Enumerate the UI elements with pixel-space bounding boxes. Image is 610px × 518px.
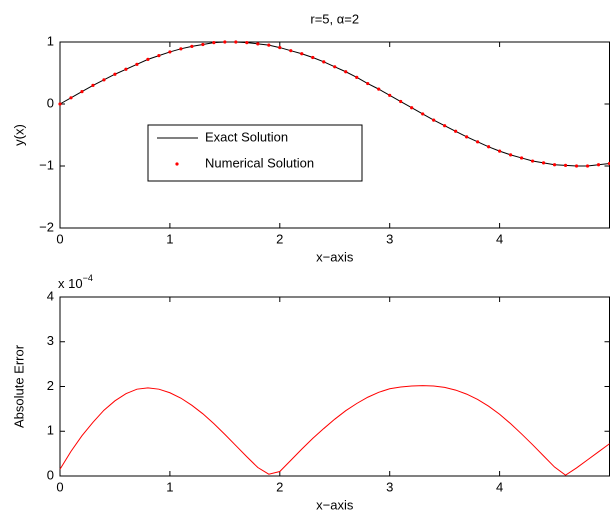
data-point — [278, 45, 282, 50]
legend-label: Exact Solution — [205, 129, 288, 144]
data-point — [91, 83, 95, 87]
data-point — [212, 41, 216, 45]
y-tick-label: 3 — [47, 333, 54, 348]
data-point — [574, 164, 579, 168]
data-point — [476, 140, 480, 144]
x-tick-label: 3 — [386, 479, 393, 494]
y-tick-label: 1 — [47, 423, 54, 438]
multiplier-base: x 10 — [58, 276, 83, 291]
data-point — [289, 49, 293, 53]
data-point — [80, 90, 84, 94]
x-tick-label: 4 — [496, 479, 503, 494]
data-point — [157, 54, 161, 58]
data-point — [113, 72, 117, 76]
data-point — [311, 55, 315, 60]
data-point — [399, 99, 403, 104]
data-point — [487, 145, 491, 149]
data-point — [454, 129, 458, 133]
y-axis-label: y(x) — [11, 124, 26, 146]
data-point — [607, 161, 610, 166]
data-point — [366, 81, 370, 86]
x-tick-label: 1 — [166, 479, 173, 494]
data-point — [443, 124, 447, 128]
data-point — [135, 62, 139, 66]
data-point — [69, 96, 73, 100]
data-point — [58, 102, 62, 106]
chart-title: r=5, α=2 — [310, 11, 359, 26]
x-tick-label: 0 — [56, 231, 63, 246]
data-point — [333, 65, 337, 69]
x-tick-label: 2 — [276, 231, 283, 246]
data-point — [508, 153, 513, 157]
data-point — [344, 70, 348, 74]
data-point — [377, 87, 381, 91]
data-point — [190, 44, 194, 48]
data-point — [124, 67, 128, 71]
x-tick-label: 2 — [276, 479, 283, 494]
legend-label: Numerical Solution — [205, 155, 314, 170]
data-point — [563, 163, 568, 167]
data-point — [355, 75, 359, 79]
data-point — [421, 112, 425, 116]
x-axis-label: x−axis — [316, 497, 354, 512]
multiplier-exponent: −4 — [83, 273, 93, 283]
x-tick-label: 4 — [496, 231, 503, 246]
data-point — [245, 41, 249, 45]
x-axis-label: x−axis — [316, 249, 354, 264]
data-point — [267, 43, 271, 47]
x-tick-label: 1 — [166, 231, 173, 246]
data-point — [322, 60, 326, 64]
data-point — [552, 163, 557, 167]
plot-frame — [59, 296, 610, 477]
y-tick-label: 0 — [47, 95, 54, 110]
data-point — [596, 163, 601, 167]
data-point — [519, 156, 524, 160]
y-tick-label: 1 — [47, 33, 54, 48]
data-point — [179, 47, 183, 51]
data-point — [388, 93, 392, 97]
data-point — [234, 40, 238, 44]
data-point — [410, 106, 414, 110]
y-tick-label: 0 — [47, 467, 54, 482]
y-tick-label: −1 — [39, 157, 54, 172]
data-point — [300, 52, 304, 56]
data-point — [465, 135, 469, 139]
data-point — [256, 42, 260, 46]
legend-marker — [175, 162, 179, 166]
data-point — [201, 42, 205, 47]
legend-box — [147, 124, 363, 182]
data-point — [102, 78, 106, 82]
data-line — [59, 385, 610, 476]
x-tick-label: 3 — [386, 231, 393, 246]
data-point — [541, 161, 546, 165]
y-tick-label: 4 — [47, 288, 54, 303]
data-point — [498, 149, 502, 153]
data-point — [432, 118, 436, 122]
y-tick-label: −2 — [39, 219, 54, 234]
axis-multiplier: x 10−4 — [58, 273, 93, 291]
data-point — [585, 164, 590, 168]
data-point — [530, 159, 535, 163]
y-axis-label: Absolute Error — [11, 344, 26, 428]
data-point — [146, 57, 150, 61]
x-tick-label: 0 — [56, 479, 63, 494]
data-point — [168, 50, 172, 54]
y-tick-label: 2 — [47, 378, 54, 393]
data-point — [223, 40, 227, 44]
